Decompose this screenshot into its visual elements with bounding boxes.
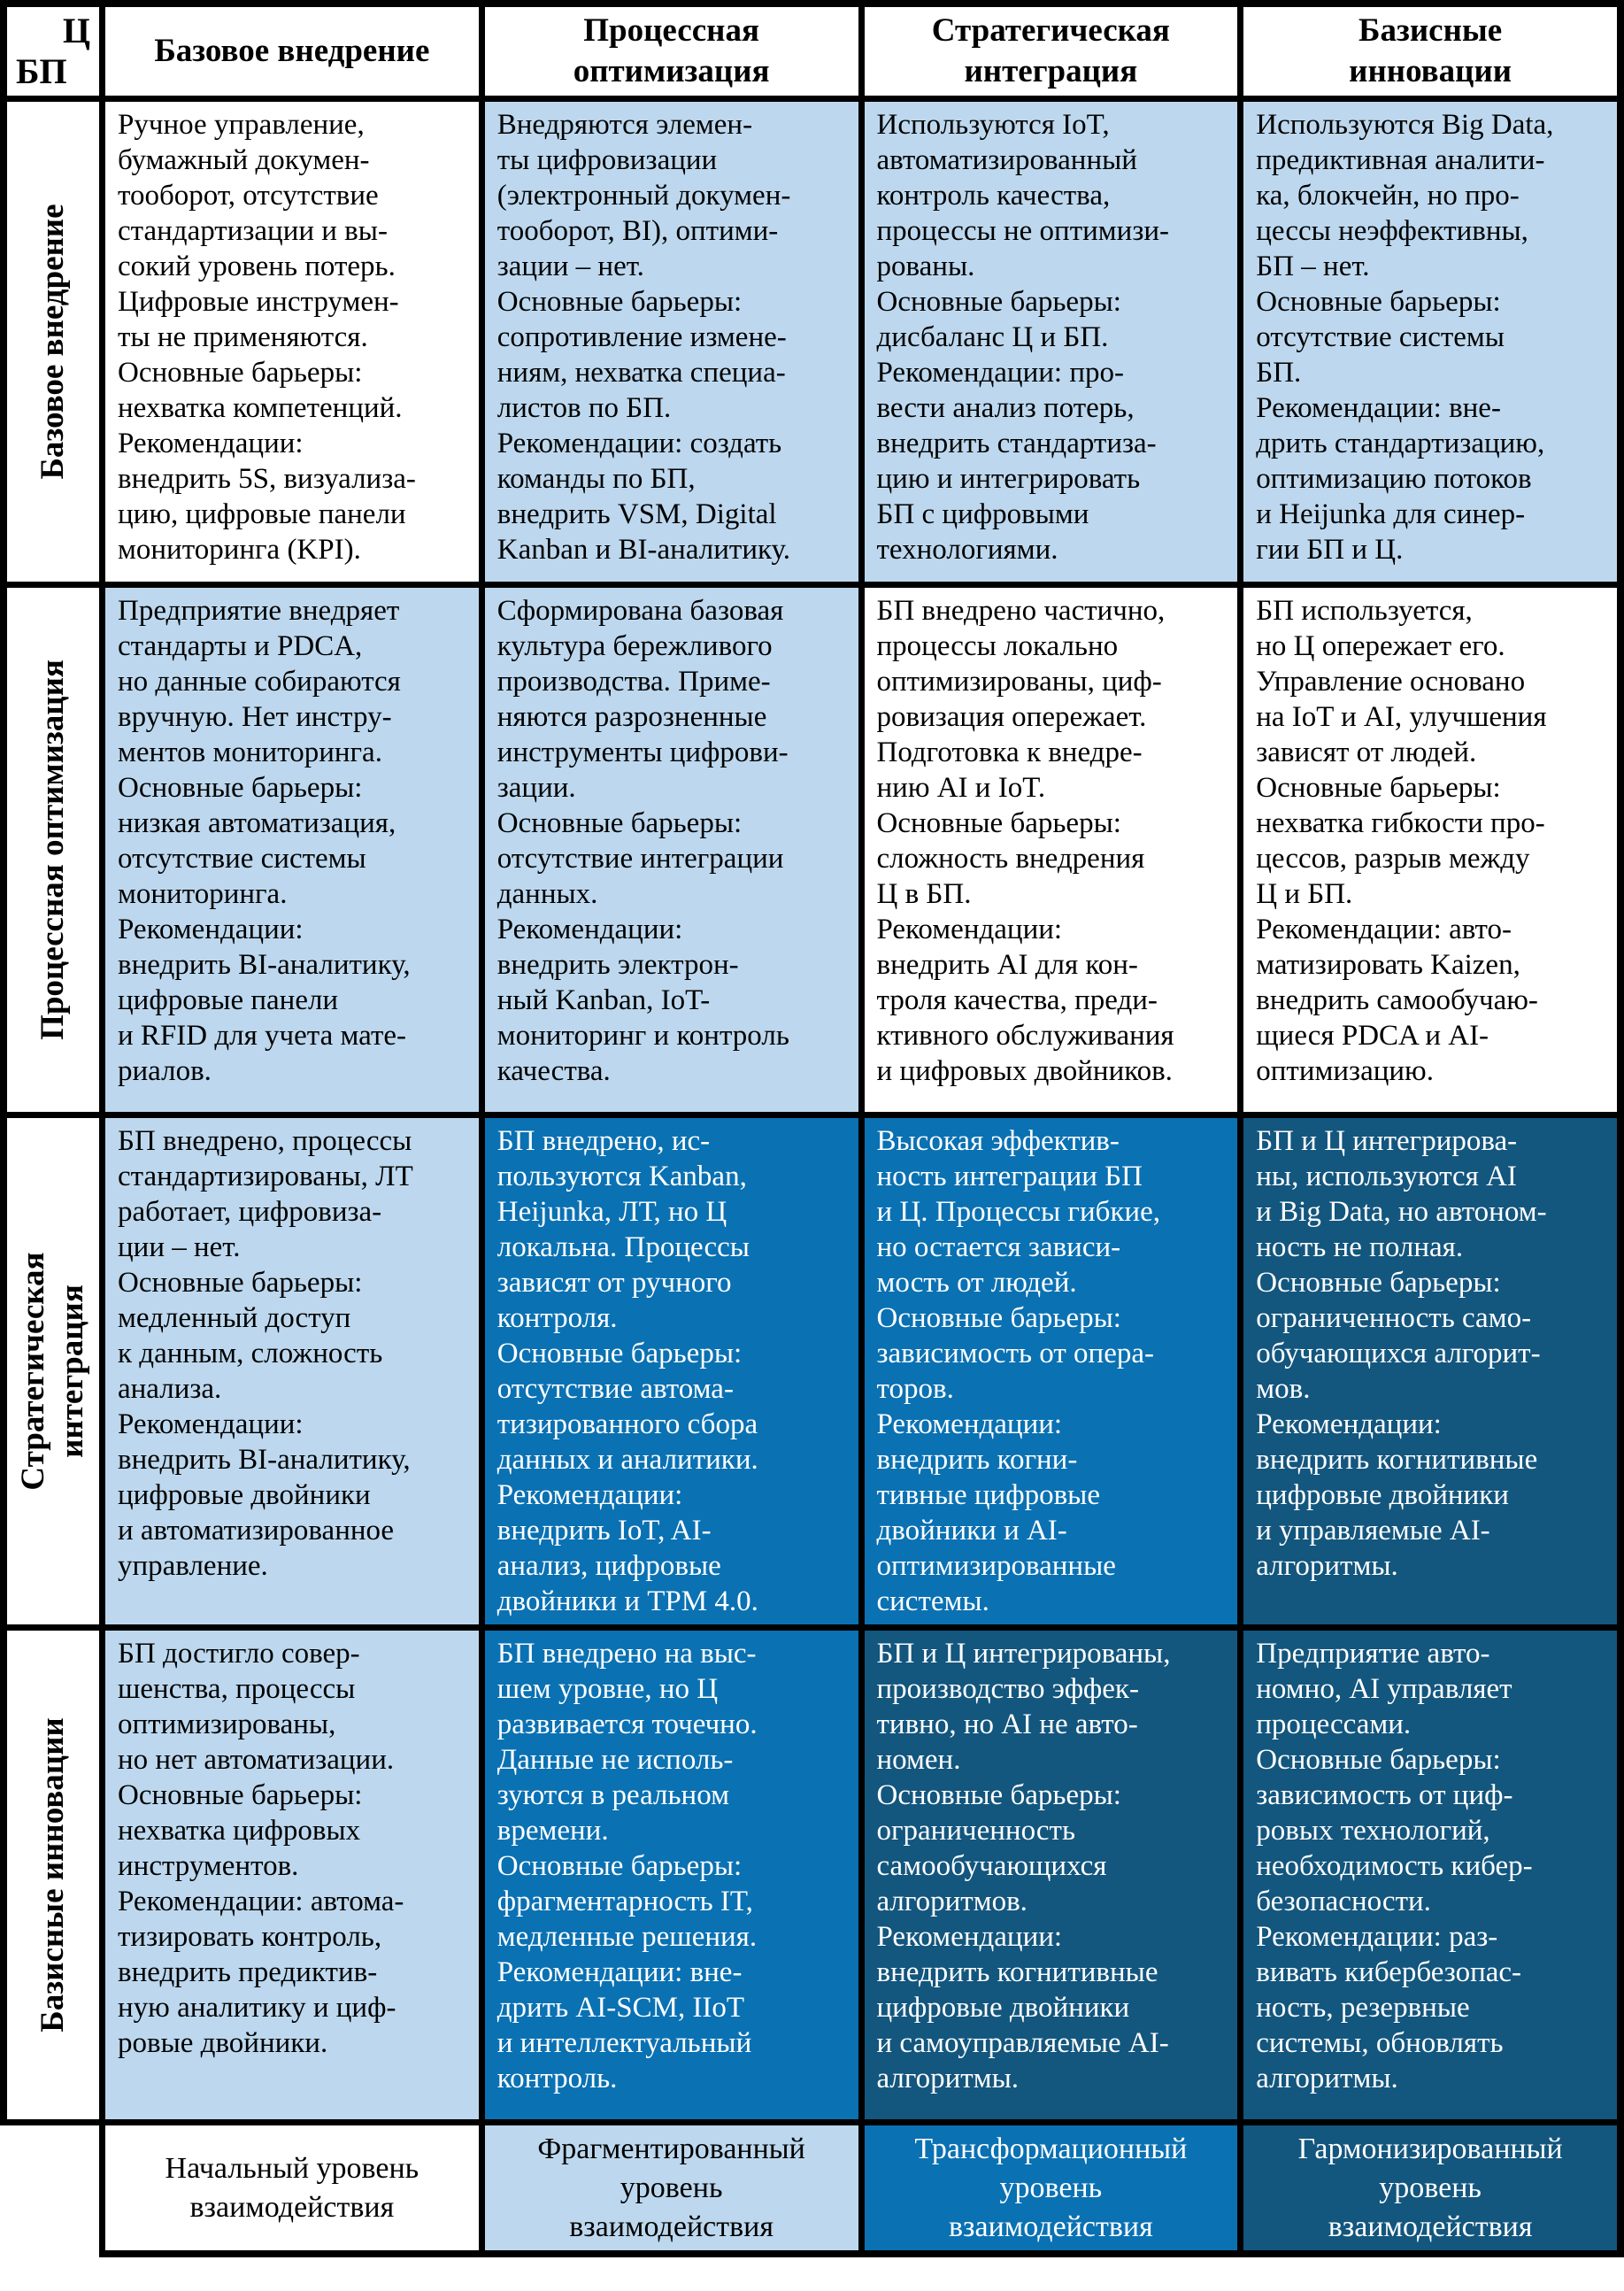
col-header-strategic-integration: Стратегическая интеграция <box>864 7 1238 96</box>
matrix-cell-r4c1: БП достигло совер- шенства, процессы опт… <box>105 1631 479 2119</box>
row-header-process-optimization: Процессная оптимизация <box>7 588 99 1112</box>
col-header-process-optimization: Процессная оптимизация <box>484 7 858 96</box>
matrix-cell-r2c1: Предприятие внедряет стандарты и PDCA, н… <box>105 588 479 1112</box>
matrix-cell-r2c4: БП используется, но Ц опережает его. Упр… <box>1243 588 1617 1112</box>
matrix-cell-r1c4: Используются Big Data, предиктивная анал… <box>1243 102 1617 582</box>
matrix-cell-r1c2: Внедряются элемен- ты цифровизации (элек… <box>484 102 858 582</box>
matrix-cell-r1c1: Ручное управление, бумажный докумен- тоо… <box>105 102 479 582</box>
col-header-basic-innovations: Базисные инновации <box>1243 7 1617 96</box>
footer-level-transformational: Трансформационный уровень взаимодействия <box>864 2125 1238 2250</box>
matrix-cell-r3c1: БП внедрено, процессы стандартизированы,… <box>105 1118 479 1624</box>
matrix-cell-r3c4: БП и Ц интегрирова- ны, используются AI … <box>1243 1118 1617 1624</box>
matrix-cell-r2c2: Сформирована базовая культура бережливог… <box>484 588 858 1112</box>
row-header-strategic-integration: Стратегическая интеграция <box>7 1118 99 1624</box>
row-header-basic-implementation: Базовое внедрение <box>7 102 99 582</box>
matrix-cell-r4c2: БП внедрено на выс- шем уровне, но Ц раз… <box>484 1631 858 2119</box>
axis-label-digitalization: Ц <box>62 11 90 50</box>
matrix-cell-r1c3: Используются IoT, автоматизированный кон… <box>864 102 1238 582</box>
axis-label-bp: БП <box>16 51 67 91</box>
matrix-cell-r4c3: БП и Ц интегрированы, производство эффек… <box>864 1631 1238 2119</box>
matrix-cell-r3c2: БП внедрено, ис- пользуются Kanban, Heij… <box>484 1118 858 1624</box>
col-header-basic-implementation: Базовое внедрение <box>105 7 479 96</box>
matrix-cell-r4c4: Предприятие авто- номно, AI управляет пр… <box>1243 1631 1617 2119</box>
footer-level-initial: Начальный уровень взаимодействия <box>105 2125 479 2250</box>
row-header-basic-innovations: Базисные инновации <box>7 1631 99 2119</box>
matrix-cell-r3c3: Высокая эффектив- ность интеграции БП и … <box>864 1118 1238 1624</box>
footer-left-border-gap <box>0 2125 99 2257</box>
matrix-cell-r2c3: БП внедрено частично, процессы локально … <box>864 588 1238 1112</box>
footer-level-fragmented: Фрагментированный уровень взаимодействия <box>484 2125 858 2250</box>
footer-level-harmonized: Гармонизированный уровень взаимодействия <box>1243 2125 1617 2250</box>
corner-cell-axes: Ц БП <box>7 7 99 96</box>
